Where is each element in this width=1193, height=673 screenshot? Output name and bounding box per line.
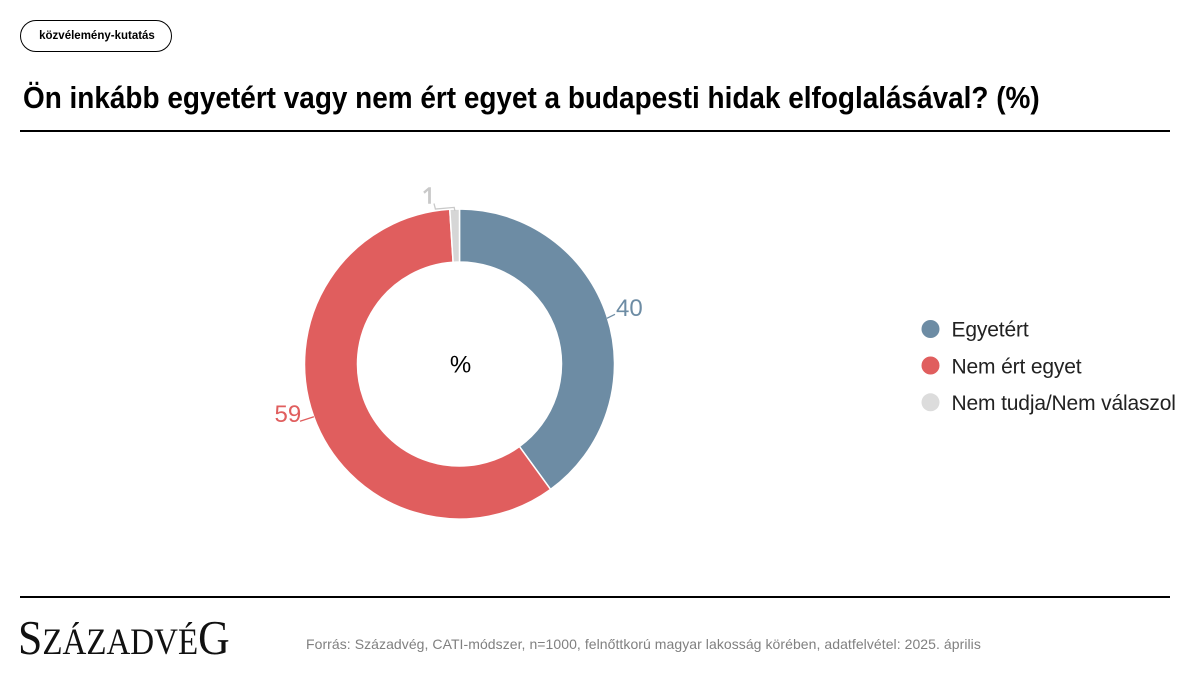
svg-text:Nem tudja/Nem válaszol: Nem tudja/Nem válaszol xyxy=(952,392,1176,415)
svg-text:Nem ért egyet: Nem ért egyet xyxy=(952,355,1082,378)
svg-text:40: 40 xyxy=(616,295,643,322)
svg-text:%: % xyxy=(450,352,471,379)
svg-text:Egyetért: Egyetért xyxy=(952,319,1029,342)
svg-text:59: 59 xyxy=(275,401,302,428)
